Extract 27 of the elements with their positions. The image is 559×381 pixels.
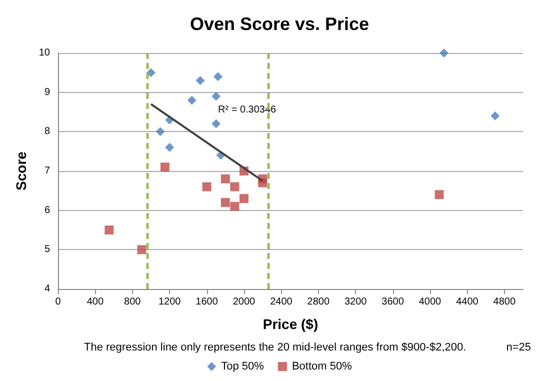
y-axis-title: Score [12, 151, 29, 190]
legend-label: Top 50% [221, 360, 264, 372]
y-tick-label: 7 [44, 166, 50, 176]
y-tick-label: 6 [44, 204, 50, 216]
x-tick-label: 3200 [344, 296, 368, 308]
y-tick-label: 10 [38, 48, 50, 58]
x-tick-label: 1600 [196, 296, 218, 308]
x-tick-label: 2400 [270, 296, 293, 308]
x-tick-label: 800 [124, 296, 142, 308]
text: The regression line only represents the 20 mid-level ranges from $900-$2,200. [84, 342, 466, 354]
x-tick-label: 1200 [158, 296, 182, 308]
x-tick-label: 0 [55, 296, 62, 308]
x-tick-label: 2000 [232, 296, 256, 308]
x-tick-label: 2800 [307, 296, 330, 308]
x-tick-label: 400 [86, 296, 104, 308]
legend-label: Bottom 50% [292, 360, 352, 372]
y-tick-label: 9 [44, 86, 50, 98]
y-tick-label: 5 [44, 244, 50, 256]
chart-title: Oven Score vs. Price [190, 14, 370, 34]
y-tick-label: 4 [44, 284, 50, 294]
x-tick-label: 4400 [456, 296, 479, 308]
y-tick-label: 8 [44, 126, 50, 138]
x-tick-label: 4800 [493, 296, 516, 308]
x-tick-label: 3600 [382, 296, 404, 308]
x-axis-title: Price ($) [262, 316, 318, 332]
text: n=25 [506, 342, 532, 354]
x-tick-label: 4000 [418, 296, 442, 308]
